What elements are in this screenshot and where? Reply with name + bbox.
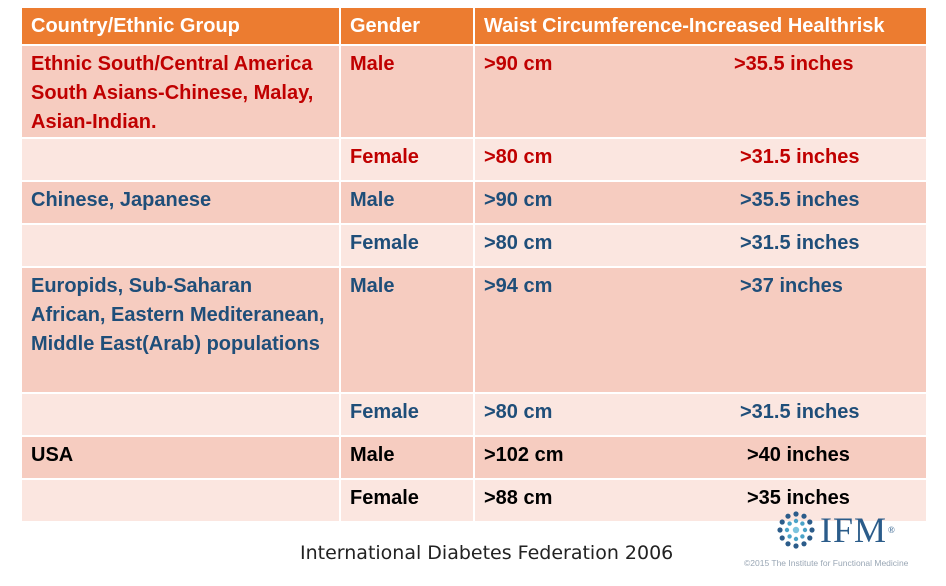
cell-inches: >37 inches — [740, 275, 843, 297]
cell-measure: >80 cm >31.5 inches — [474, 393, 926, 437]
cell-cm: >94 cm — [484, 275, 553, 297]
cell-inches: >31.5 inches — [740, 146, 860, 168]
ifm-logo: IFM® — [776, 510, 896, 550]
cell-group: USA — [22, 436, 341, 480]
cell-gender: Female — [340, 138, 475, 182]
cell-gender: Female — [340, 393, 475, 437]
cell-measure: >94 cm >37 inches — [474, 267, 926, 394]
waist-circumference-table: Country/Ethnic Group Gender Waist Circum… — [22, 8, 926, 523]
cell-group: Europids, Sub-Saharan African, Eastern M… — [22, 267, 341, 394]
cell-gender: Male — [340, 267, 475, 394]
cell-cm: >80 cm — [484, 232, 553, 254]
table-header-row: Country/Ethnic Group Gender Waist Circum… — [22, 8, 926, 46]
ifm-logo-mark-icon — [777, 511, 815, 549]
table-row: Female >80 cm >31.5 inches — [22, 138, 926, 182]
cell-gender: Female — [340, 479, 475, 523]
cell-gender: Female — [340, 224, 475, 268]
table-row: USA Male >102 cm >40 inches — [22, 436, 926, 480]
table-row: Ethnic South/Central America South Asian… — [22, 45, 926, 139]
table-row: Europids, Sub-Saharan African, Eastern M… — [22, 267, 926, 394]
cell-group — [22, 138, 341, 182]
cell-inches: >31.5 inches — [740, 401, 860, 423]
cell-measure: >80 cm >31.5 inches — [474, 138, 926, 182]
source-caption: International Diabetes Federation 2006 — [300, 542, 674, 564]
table-row: Female >88 cm >35 inches — [22, 479, 926, 523]
cell-group: Chinese, Japanese — [22, 181, 341, 225]
cell-gender: Male — [340, 436, 475, 480]
cell-inches: >35.5 inches — [740, 189, 860, 211]
cell-group — [22, 224, 341, 268]
cell-cm: >90 cm — [484, 53, 553, 75]
cell-cm: >88 cm — [484, 487, 553, 509]
cell-measure: >102 cm >40 inches — [474, 436, 926, 480]
table-row: Chinese, Japanese Male >90 cm >35.5 inch… — [22, 181, 926, 225]
copyright-notice: ©2015 The Institute for Functional Medic… — [744, 558, 909, 568]
table-row: Female >80 cm >31.5 inches — [22, 393, 926, 437]
header-gender: Gender — [340, 8, 475, 46]
cell-cm: >102 cm — [484, 444, 564, 466]
cell-measure: >88 cm >35 inches — [474, 479, 926, 523]
ifm-logo-text: IFM® — [820, 510, 896, 550]
cell-measure: >90 cm >35.5 inches — [474, 45, 926, 139]
cell-cm: >90 cm — [484, 189, 553, 211]
cell-measure: >80 cm >31.5 inches — [474, 224, 926, 268]
cell-inches: >35 inches — [747, 487, 850, 509]
header-country-group: Country/Ethnic Group — [22, 8, 341, 46]
cell-measure: >90 cm >35.5 inches — [474, 181, 926, 225]
cell-group — [22, 479, 341, 523]
cell-inches: >40 inches — [747, 444, 850, 466]
header-waist-circumference: Waist Circumference-Increased Healthrisk — [474, 8, 926, 46]
cell-group: Ethnic South/Central America South Asian… — [22, 45, 341, 139]
table-row: Female >80 cm >31.5 inches — [22, 224, 926, 268]
cell-gender: Male — [340, 45, 475, 139]
registered-mark: ® — [888, 525, 896, 535]
cell-inches: >35.5 inches — [734, 53, 854, 75]
cell-gender: Male — [340, 181, 475, 225]
cell-inches: >31.5 inches — [740, 232, 860, 254]
cell-cm: >80 cm — [484, 401, 553, 423]
cell-cm: >80 cm — [484, 146, 553, 168]
cell-group — [22, 393, 341, 437]
